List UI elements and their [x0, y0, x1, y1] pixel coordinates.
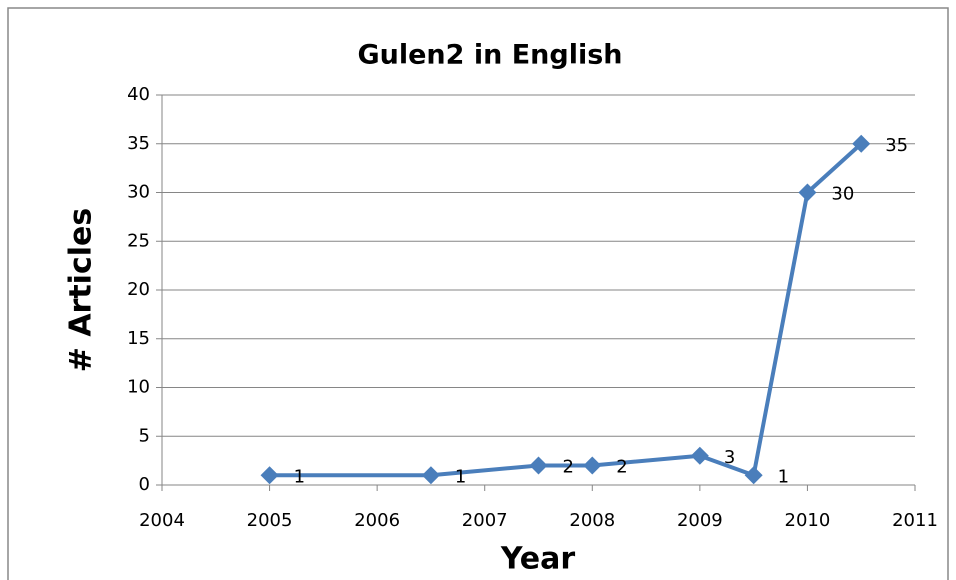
line	[269, 142, 863, 478]
marker	[690, 446, 709, 465]
y-tick-label: 30	[127, 182, 150, 203]
chart-title: Gulen2 in English	[357, 40, 622, 71]
data-label: 1	[294, 466, 305, 487]
marker	[260, 466, 279, 485]
x-tick-label: 2004	[139, 510, 185, 531]
y-tick-label: 35	[127, 133, 150, 154]
marker	[583, 456, 602, 475]
data-label: 3	[724, 447, 735, 468]
x-axis-title: Year	[500, 542, 576, 577]
marker	[798, 183, 817, 202]
y-tick-label: 25	[127, 230, 150, 251]
x-tick-label: 2010	[785, 510, 831, 531]
x-tick-label: 2011	[892, 510, 938, 531]
y-axis-title: # Articles	[64, 208, 99, 373]
x-tick-label: 2009	[677, 510, 723, 531]
marker	[421, 466, 440, 485]
data-label: 2	[616, 457, 627, 478]
y-tick-label: 0	[139, 474, 150, 495]
data-label: 1	[455, 466, 466, 487]
y-tick-label: 40	[127, 84, 150, 105]
data-label: 30	[831, 184, 854, 205]
marker	[744, 466, 763, 485]
data-label: 2	[563, 457, 574, 478]
y-tick-label: 20	[127, 279, 150, 300]
marker	[529, 456, 548, 475]
y-tick-label: 5	[139, 425, 150, 446]
y-tick-label: 15	[127, 328, 150, 349]
x-tick-label: 2008	[569, 510, 615, 531]
data-label: 35	[885, 135, 908, 156]
data-label: 1	[778, 466, 789, 487]
y-tick-label: 10	[127, 377, 150, 398]
marker	[852, 134, 871, 153]
x-tick-label: 2007	[462, 510, 508, 531]
x-tick-label: 2006	[354, 510, 400, 531]
x-tick-label: 2005	[247, 510, 293, 531]
